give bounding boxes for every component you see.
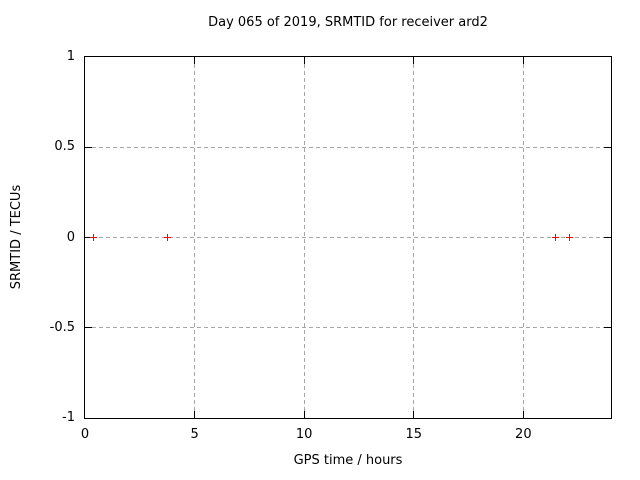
y-tick-mark-right	[604, 327, 611, 329]
gridline-horizontal	[85, 146, 611, 148]
x-tick-mark-top	[413, 57, 415, 64]
data-point-marker	[163, 234, 171, 241]
x-tick-mark-bottom	[522, 411, 524, 418]
x-tick-label: 15	[405, 427, 423, 442]
x-tick-mark-top	[194, 57, 196, 64]
x-tick-mark-top	[303, 57, 305, 64]
x-tick-label: 5	[190, 427, 199, 442]
x-tick-label: 20	[515, 427, 532, 442]
x-tick-mark-bottom	[413, 411, 415, 418]
x-axis-label: GPS time / hours	[293, 453, 403, 468]
chart-title: Day 065 of 2019, SRMTID for receiver ard…	[208, 15, 488, 30]
y-tick-mark-left	[85, 146, 92, 148]
y-tick-label: 0.5	[54, 139, 75, 155]
x-tick-mark-bottom	[303, 411, 305, 418]
data-point-marker	[551, 234, 559, 241]
x-tick-label: 0	[80, 427, 90, 442]
y-tick-label: 0	[66, 229, 75, 245]
y-tick-mark-left	[85, 237, 92, 238]
data-point-marker	[565, 234, 573, 241]
x-tick-mark-bottom	[194, 411, 196, 418]
gridline-horizontal	[85, 237, 611, 238]
y-tick-mark-right	[604, 146, 611, 148]
y-tick-label: -0.5	[49, 319, 75, 335]
y-tick-label: -1	[62, 410, 75, 425]
plot-area: 0 5 10 15 20 -1 -0.5 0 0.5 1	[50, 49, 612, 442]
data-point-marker	[90, 234, 98, 241]
y-tick-mark-right	[604, 237, 611, 238]
y-tick-mark-left	[85, 327, 92, 329]
x-tick-label: 10	[295, 427, 313, 442]
gridline-horizontal	[85, 327, 611, 329]
y-tick-label: 1	[66, 49, 75, 64]
x-tick-mark-top	[522, 57, 524, 64]
